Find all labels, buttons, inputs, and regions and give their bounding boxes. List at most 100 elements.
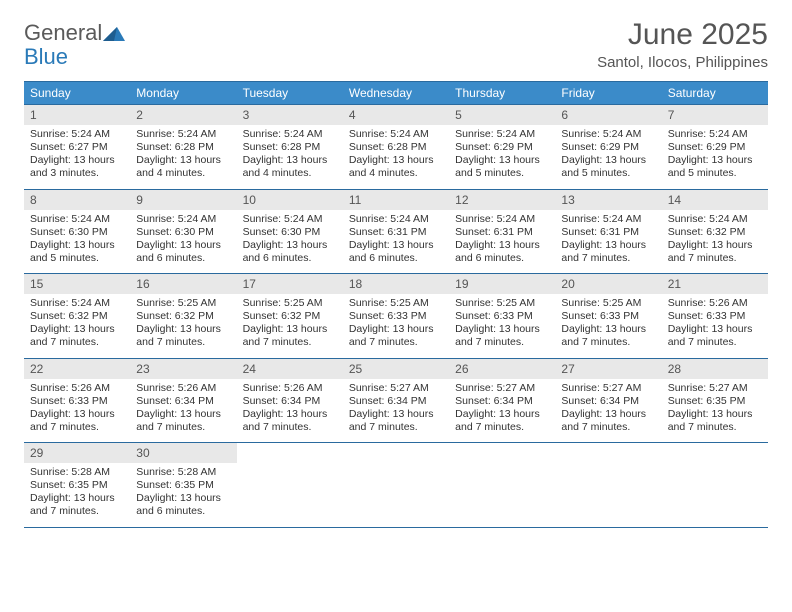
day-daylight: Daylight: 13 hours and 7 minutes.: [668, 408, 762, 434]
day-number: 25: [343, 359, 449, 379]
day-body: Sunrise: 5:24 AMSunset: 6:31 PMDaylight:…: [343, 210, 449, 274]
day-daylight: Daylight: 13 hours and 7 minutes.: [136, 408, 230, 434]
day-sunset: Sunset: 6:27 PM: [30, 141, 124, 154]
day-number: 3: [237, 105, 343, 125]
day-sunrise: Sunrise: 5:24 AM: [243, 128, 337, 141]
day-sunrise: Sunrise: 5:24 AM: [349, 128, 443, 141]
day-cell: [343, 443, 449, 527]
day-number: 9: [130, 190, 236, 210]
day-cell: 4Sunrise: 5:24 AMSunset: 6:28 PMDaylight…: [343, 105, 449, 189]
day-number: [555, 443, 661, 463]
day-body: Sunrise: 5:27 AMSunset: 6:34 PMDaylight:…: [449, 379, 555, 443]
day-daylight: Daylight: 13 hours and 7 minutes.: [30, 492, 124, 518]
day-number: 1: [24, 105, 130, 125]
day-number: 10: [237, 190, 343, 210]
day-number: 18: [343, 274, 449, 294]
day-daylight: Daylight: 13 hours and 7 minutes.: [668, 239, 762, 265]
day-cell: 24Sunrise: 5:26 AMSunset: 6:34 PMDayligh…: [237, 359, 343, 443]
day-sunset: Sunset: 6:34 PM: [349, 395, 443, 408]
day-daylight: Daylight: 13 hours and 4 minutes.: [243, 154, 337, 180]
day-sunrise: Sunrise: 5:24 AM: [136, 213, 230, 226]
day-body: Sunrise: 5:27 AMSunset: 6:34 PMDaylight:…: [343, 379, 449, 443]
day-daylight: Daylight: 13 hours and 4 minutes.: [349, 154, 443, 180]
day-daylight: Daylight: 13 hours and 6 minutes.: [243, 239, 337, 265]
day-number: 16: [130, 274, 236, 294]
day-sunrise: Sunrise: 5:24 AM: [136, 128, 230, 141]
day-body: Sunrise: 5:24 AMSunset: 6:30 PMDaylight:…: [130, 210, 236, 274]
day-sunset: Sunset: 6:28 PM: [243, 141, 337, 154]
day-number: 8: [24, 190, 130, 210]
day-sunrise: Sunrise: 5:27 AM: [561, 382, 655, 395]
weekday-header: Friday: [555, 82, 661, 104]
day-cell: 6Sunrise: 5:24 AMSunset: 6:29 PMDaylight…: [555, 105, 661, 189]
day-body: Sunrise: 5:24 AMSunset: 6:32 PMDaylight:…: [24, 294, 130, 358]
day-number: 14: [662, 190, 768, 210]
day-number: [449, 443, 555, 463]
day-sunset: Sunset: 6:32 PM: [668, 226, 762, 239]
day-number: [237, 443, 343, 463]
day-cell: 3Sunrise: 5:24 AMSunset: 6:28 PMDaylight…: [237, 105, 343, 189]
day-number: 2: [130, 105, 236, 125]
day-number: 5: [449, 105, 555, 125]
day-sunrise: Sunrise: 5:24 AM: [561, 128, 655, 141]
day-cell: 22Sunrise: 5:26 AMSunset: 6:33 PMDayligh…: [24, 359, 130, 443]
day-cell: 12Sunrise: 5:24 AMSunset: 6:31 PMDayligh…: [449, 190, 555, 274]
day-body: Sunrise: 5:24 AMSunset: 6:28 PMDaylight:…: [237, 125, 343, 189]
day-body: Sunrise: 5:24 AMSunset: 6:29 PMDaylight:…: [449, 125, 555, 189]
day-daylight: Daylight: 13 hours and 7 minutes.: [349, 323, 443, 349]
day-sunrise: Sunrise: 5:25 AM: [349, 297, 443, 310]
logo-text-blue: Blue: [24, 44, 68, 69]
day-number: 23: [130, 359, 236, 379]
day-sunset: Sunset: 6:29 PM: [668, 141, 762, 154]
day-number: 11: [343, 190, 449, 210]
day-sunrise: Sunrise: 5:27 AM: [349, 382, 443, 395]
day-body: Sunrise: 5:25 AMSunset: 6:33 PMDaylight:…: [555, 294, 661, 358]
day-sunset: Sunset: 6:31 PM: [561, 226, 655, 239]
day-body: Sunrise: 5:25 AMSunset: 6:32 PMDaylight:…: [130, 294, 236, 358]
day-body: Sunrise: 5:25 AMSunset: 6:33 PMDaylight:…: [449, 294, 555, 358]
day-daylight: Daylight: 13 hours and 7 minutes.: [30, 323, 124, 349]
day-cell: [237, 443, 343, 527]
day-daylight: Daylight: 13 hours and 7 minutes.: [668, 323, 762, 349]
day-cell: 14Sunrise: 5:24 AMSunset: 6:32 PMDayligh…: [662, 190, 768, 274]
day-number: 27: [555, 359, 661, 379]
day-cell: 11Sunrise: 5:24 AMSunset: 6:31 PMDayligh…: [343, 190, 449, 274]
day-daylight: Daylight: 13 hours and 3 minutes.: [30, 154, 124, 180]
day-cell: [449, 443, 555, 527]
day-sunrise: Sunrise: 5:24 AM: [668, 213, 762, 226]
day-body: Sunrise: 5:24 AMSunset: 6:31 PMDaylight:…: [555, 210, 661, 274]
week-row: 29Sunrise: 5:28 AMSunset: 6:35 PMDayligh…: [24, 442, 768, 528]
day-number: 22: [24, 359, 130, 379]
day-cell: 27Sunrise: 5:27 AMSunset: 6:34 PMDayligh…: [555, 359, 661, 443]
day-body: Sunrise: 5:28 AMSunset: 6:35 PMDaylight:…: [24, 463, 130, 527]
day-daylight: Daylight: 13 hours and 7 minutes.: [455, 408, 549, 434]
day-sunrise: Sunrise: 5:24 AM: [30, 297, 124, 310]
day-body: Sunrise: 5:24 AMSunset: 6:32 PMDaylight:…: [662, 210, 768, 274]
day-body: Sunrise: 5:26 AMSunset: 6:34 PMDaylight:…: [237, 379, 343, 443]
weekday-header-row: Sunday Monday Tuesday Wednesday Thursday…: [24, 81, 768, 104]
day-body: Sunrise: 5:25 AMSunset: 6:32 PMDaylight:…: [237, 294, 343, 358]
location-subtitle: Santol, Ilocos, Philippines: [597, 54, 768, 71]
day-sunset: Sunset: 6:30 PM: [30, 226, 124, 239]
weekday-header: Tuesday: [237, 82, 343, 104]
day-sunrise: Sunrise: 5:25 AM: [561, 297, 655, 310]
day-sunset: Sunset: 6:33 PM: [455, 310, 549, 323]
day-cell: 26Sunrise: 5:27 AMSunset: 6:34 PMDayligh…: [449, 359, 555, 443]
day-number: 20: [555, 274, 661, 294]
day-cell: 8Sunrise: 5:24 AMSunset: 6:30 PMDaylight…: [24, 190, 130, 274]
day-body: Sunrise: 5:27 AMSunset: 6:34 PMDaylight:…: [555, 379, 661, 443]
day-body: Sunrise: 5:24 AMSunset: 6:28 PMDaylight:…: [130, 125, 236, 189]
day-sunset: Sunset: 6:33 PM: [30, 395, 124, 408]
day-number: 4: [343, 105, 449, 125]
day-number: 24: [237, 359, 343, 379]
week-row: 8Sunrise: 5:24 AMSunset: 6:30 PMDaylight…: [24, 189, 768, 274]
day-daylight: Daylight: 13 hours and 7 minutes.: [243, 408, 337, 434]
day-daylight: Daylight: 13 hours and 7 minutes.: [243, 323, 337, 349]
day-sunset: Sunset: 6:33 PM: [668, 310, 762, 323]
day-number: 28: [662, 359, 768, 379]
day-body: Sunrise: 5:24 AMSunset: 6:31 PMDaylight:…: [449, 210, 555, 274]
day-number: 29: [24, 443, 130, 463]
day-sunset: Sunset: 6:32 PM: [30, 310, 124, 323]
day-body: Sunrise: 5:24 AMSunset: 6:29 PMDaylight:…: [662, 125, 768, 189]
day-sunrise: Sunrise: 5:24 AM: [455, 128, 549, 141]
